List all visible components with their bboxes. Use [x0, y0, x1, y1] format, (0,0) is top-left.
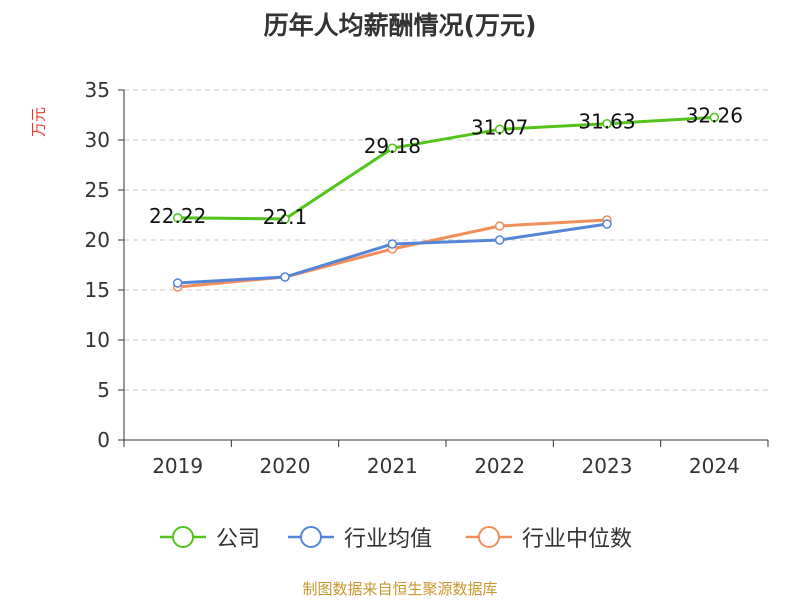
data-point	[494, 221, 505, 231]
legend-marker-circle	[172, 526, 194, 548]
legend-item[interactable]: 公司	[158, 521, 260, 553]
legend-marker-icon	[160, 526, 206, 548]
y-tick-label: 10	[85, 328, 110, 352]
data-point	[172, 278, 183, 288]
data-point	[280, 214, 290, 224]
legend-marker-icon	[466, 526, 512, 548]
legend-marker-icon	[288, 526, 334, 548]
x-tick-label: 2024	[689, 454, 740, 478]
data-label: 32.26	[686, 103, 743, 127]
data-label: 31.07	[471, 115, 528, 139]
x-tick-label: 2023	[582, 454, 633, 478]
data-point	[494, 235, 505, 245]
data-point	[387, 143, 398, 153]
data-point	[602, 219, 612, 229]
series-line-0	[177, 115, 715, 221]
x-tick-label: 2019	[152, 454, 203, 478]
legend-label: 行业中位数	[522, 527, 633, 552]
y-tick-label: 35	[85, 78, 110, 102]
data-point	[709, 112, 720, 123]
data-point	[494, 124, 505, 135]
chart-plot: 0 5 10 15 20 25 30 35 2019 2020 2021 2022 2023 2024 22…	[85, 78, 769, 478]
source-note: 制图数据来自恒生聚源数据库	[302, 580, 498, 598]
y-tick-label: 25	[85, 178, 110, 202]
legend-marker-circle	[478, 526, 500, 548]
y-tick-label: 5	[97, 378, 110, 402]
x-tick-label: 2022	[474, 454, 525, 478]
legend-item[interactable]: 行业中位数	[464, 521, 632, 553]
data-point	[602, 118, 612, 129]
legend-label: 公司	[216, 527, 261, 552]
legend-item[interactable]: 行业均值	[286, 521, 432, 553]
legend: 公司 行业均值 行业中位数	[0, 521, 800, 553]
data-point	[387, 239, 398, 249]
x-tick-label: 2020	[260, 454, 311, 478]
y-tick-label: 30	[85, 128, 110, 152]
data-label: 22.22	[149, 204, 206, 228]
legend-label: 行业均值	[344, 527, 433, 552]
data-label: 31.63	[578, 110, 635, 134]
data-label: 29.18	[364, 134, 421, 158]
y-tick-label: 0	[97, 428, 110, 452]
y-tick-label: 15	[85, 278, 110, 302]
x-tick-label: 2021	[367, 454, 418, 478]
data-point	[172, 213, 183, 223]
y-tick-label: 20	[85, 228, 110, 252]
data-label: 22.1	[263, 205, 308, 229]
data-point	[280, 272, 290, 282]
legend-marker-circle	[300, 526, 322, 548]
chart-title: 历年人均薪酬情况(万元)	[263, 11, 537, 40]
